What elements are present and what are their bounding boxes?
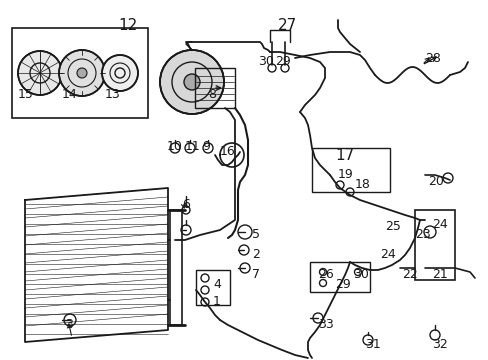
Text: 4: 4: [213, 278, 221, 291]
Text: 29: 29: [334, 278, 350, 291]
Bar: [309, 262, 369, 292]
Text: 11: 11: [184, 140, 201, 153]
Text: 30: 30: [258, 55, 273, 68]
Text: 3: 3: [65, 318, 73, 331]
Text: 7: 7: [251, 268, 260, 281]
Text: 23: 23: [414, 228, 430, 241]
Text: 27: 27: [278, 18, 297, 33]
Text: 9: 9: [202, 140, 209, 153]
Text: 2: 2: [251, 248, 259, 261]
Bar: [311, 148, 389, 192]
Circle shape: [102, 55, 138, 91]
Bar: [195, 68, 235, 108]
Text: 26: 26: [317, 268, 333, 281]
Circle shape: [59, 50, 105, 96]
Text: 19: 19: [337, 168, 353, 181]
Text: 8: 8: [207, 88, 216, 101]
Text: 32: 32: [431, 338, 447, 351]
Text: 24: 24: [379, 248, 395, 261]
Circle shape: [183, 74, 200, 90]
Text: 13: 13: [105, 88, 121, 101]
Circle shape: [18, 51, 62, 95]
Text: 33: 33: [317, 318, 333, 331]
Circle shape: [77, 68, 87, 78]
Bar: [170, 210, 182, 325]
Text: 16: 16: [220, 145, 235, 158]
Bar: [12, 28, 148, 118]
Text: 20: 20: [427, 175, 443, 188]
Text: 28: 28: [424, 52, 440, 65]
Text: 31: 31: [364, 338, 380, 351]
Text: 17: 17: [334, 148, 353, 163]
Text: 21: 21: [431, 268, 447, 281]
Text: 6: 6: [182, 198, 189, 211]
Text: 30: 30: [352, 268, 368, 281]
Text: 18: 18: [354, 178, 370, 191]
Text: 1: 1: [213, 295, 221, 308]
Text: 29: 29: [274, 55, 290, 68]
Text: 24: 24: [431, 218, 447, 231]
Text: 14: 14: [62, 88, 78, 101]
Circle shape: [160, 50, 224, 114]
Bar: [414, 210, 454, 280]
Text: 15: 15: [18, 88, 34, 101]
Text: 5: 5: [251, 228, 260, 241]
Bar: [196, 270, 229, 305]
Text: 25: 25: [384, 220, 400, 233]
Text: 12: 12: [118, 18, 137, 33]
Text: 10: 10: [167, 140, 183, 153]
Text: 22: 22: [401, 268, 417, 281]
